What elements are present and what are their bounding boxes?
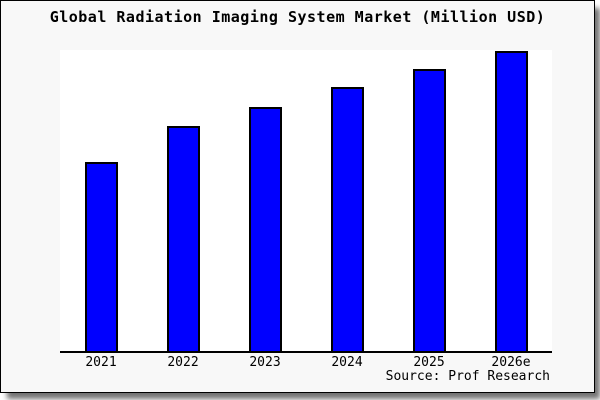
- x-axis-line: [60, 351, 552, 353]
- bar-slot-2025: [388, 50, 470, 352]
- x-tick-label-2023: 2023: [249, 355, 281, 370]
- x-tick-label-2024: 2024: [331, 355, 363, 370]
- bar-slot-2022: [142, 50, 224, 352]
- source-credit: Source: Prof Research: [385, 369, 550, 384]
- bar-2026e: [494, 51, 528, 352]
- bar-2024: [330, 87, 364, 352]
- bar-2023: [248, 107, 282, 352]
- x-tick-label-2026e: 2026e: [491, 355, 531, 370]
- bar-slot-2023: [224, 50, 306, 352]
- bar-slot-2026e: [470, 50, 552, 352]
- bar-2025: [412, 69, 446, 352]
- x-tick-label-2022: 2022: [167, 355, 199, 370]
- x-axis-tick-labels: 2021 2022 2023 2024 2025 2026e: [60, 356, 552, 370]
- chart-title: Global Radiation Imaging System Market (…: [49, 8, 546, 26]
- bar-2022: [166, 126, 200, 352]
- x-tick-label-2021: 2021: [85, 355, 117, 370]
- bar-slot-2021: [60, 50, 142, 352]
- bar-slot-2024: [306, 50, 388, 352]
- bar-2021: [84, 162, 118, 352]
- plot-area: [60, 50, 552, 352]
- x-tick-label-2025: 2025: [413, 355, 445, 370]
- chart-panel: Global Radiation Imaging System Market (…: [0, 0, 595, 393]
